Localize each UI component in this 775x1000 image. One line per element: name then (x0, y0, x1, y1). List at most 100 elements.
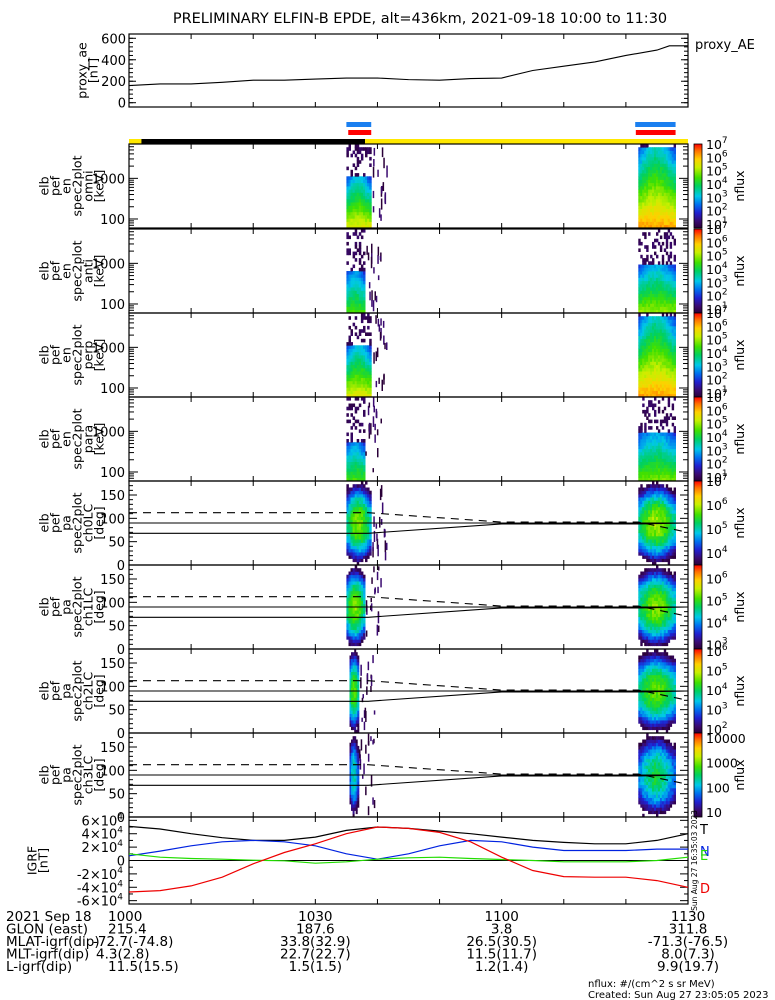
spectrogram-cell (669, 535, 673, 540)
spectrogram-cell (665, 523, 669, 527)
spectrogram-cell (363, 513, 366, 517)
spectrogram-cell (352, 195, 356, 200)
spectrogram-cell (644, 665, 647, 669)
spectrogram-cell (348, 290, 351, 294)
spectrogram-cell (350, 296, 353, 301)
spectrogram-cell (657, 211, 661, 216)
spectrogram-cell (638, 345, 641, 349)
spectrogram-cell (667, 309, 671, 314)
spectrogram-cell (646, 471, 649, 475)
spectrogram-cell (360, 497, 364, 501)
spectrogram-cell (648, 658, 651, 663)
spectrogram-cell (352, 523, 356, 527)
spectrogram-cell (352, 529, 356, 534)
spectrogram-cell (349, 661, 352, 666)
spectrogram-cell (640, 387, 643, 391)
spectrogram-cell (665, 332, 669, 336)
spectrogram-cell (644, 271, 647, 275)
spectrogram-cell (654, 626, 657, 630)
spectrogram-cell (638, 594, 641, 598)
spectrogram-cell (669, 306, 673, 311)
spectrogram-cell (352, 726, 355, 731)
spectrogram-cell (656, 691, 659, 695)
spectrogram-cell (671, 490, 675, 495)
spectrogram-cell (642, 655, 645, 660)
spectrogram-cell (669, 358, 673, 362)
spectrogram-cell (667, 594, 671, 598)
spectrogram-cell (369, 513, 372, 517)
spectrogram-cell (360, 290, 364, 294)
spectrogram-cell (646, 703, 649, 708)
spectrogram-cell (663, 393, 667, 398)
spectrogram-cell (650, 215, 653, 219)
spectrogram-cell (661, 166, 665, 171)
spectrogram-cell (656, 503, 659, 508)
spectrogram-cell (648, 221, 651, 226)
spectrogram-cell (663, 542, 667, 546)
spectrogram-cell (650, 468, 653, 472)
spectrogram-cell (642, 523, 645, 527)
spectrogram-cell (661, 179, 665, 184)
spectrogram-cell (644, 345, 647, 349)
spectrogram-cell (358, 510, 362, 514)
spectrogram-cell (352, 198, 356, 203)
spectrogram-cell (657, 303, 661, 307)
spectrogram-cell (648, 548, 651, 553)
spectrogram-cell (644, 607, 647, 611)
spectrogram-cell (644, 309, 647, 314)
spectrogram-cell (661, 439, 665, 443)
spectrogram-cell (646, 484, 649, 488)
spectrogram-cell (354, 713, 357, 718)
spectrogram-cell (673, 458, 676, 462)
spectrogram-cell (644, 716, 647, 721)
spectrogram-cell (650, 153, 653, 158)
spectrogram-cell (667, 361, 671, 366)
spectrogram-cell (669, 338, 673, 343)
spectrogram-cell (363, 186, 366, 190)
spectrogram-cell (365, 189, 368, 193)
spectrogram-cell (352, 364, 356, 369)
spectrogram-cell (356, 358, 360, 362)
spectrogram-cell (352, 205, 356, 209)
spectrogram-cell (659, 296, 663, 301)
spectrogram-cell (648, 186, 651, 190)
spectrogram-cell (673, 535, 676, 540)
spectrogram-cell (667, 503, 671, 508)
spectrogram-cell (640, 156, 643, 161)
spectrogram-cell (346, 581, 349, 585)
spectrogram-cell (646, 448, 649, 453)
spectrogram-cell (663, 519, 667, 524)
spectrogram-cell (654, 264, 657, 269)
pa-ch1-ylabel-line: pa (59, 599, 74, 615)
spectrogram-cell (659, 464, 663, 469)
spectrogram-cell (656, 303, 659, 307)
spectrogram-cell (671, 577, 675, 582)
spectrogram-cell (644, 568, 647, 572)
spectrogram-cell (348, 306, 351, 311)
spectrogram-cell (665, 208, 669, 213)
spectrogram-cell (369, 526, 372, 530)
spectrogram-cell (659, 419, 663, 424)
spectrogram-cell (356, 364, 360, 369)
spectrogram-cell (360, 600, 364, 605)
spec-anti-colorbar (693, 228, 703, 314)
spectrogram-cell (351, 655, 353, 660)
spectrogram-cell (654, 519, 657, 524)
spectrogram-cell (367, 147, 370, 151)
spectrogram-cell (363, 380, 366, 385)
spectrogram-cell (348, 590, 351, 595)
spectrogram-cell (352, 192, 356, 197)
spectrogram-cell (648, 264, 651, 269)
spectrogram-cell (640, 668, 643, 672)
spectrogram-cell (363, 261, 366, 265)
spectrogram-cell (642, 351, 645, 356)
spectrogram-cell (659, 332, 663, 336)
spectrogram-cell (358, 387, 362, 391)
spectrogram-cell (652, 290, 655, 294)
spectrogram-cell (351, 674, 353, 679)
spectrogram-cell (638, 224, 641, 229)
spectrogram-cell (358, 474, 362, 479)
spectrogram-cell (358, 542, 362, 546)
spectrogram-cell (652, 616, 655, 621)
spectrogram-cell (356, 160, 360, 164)
